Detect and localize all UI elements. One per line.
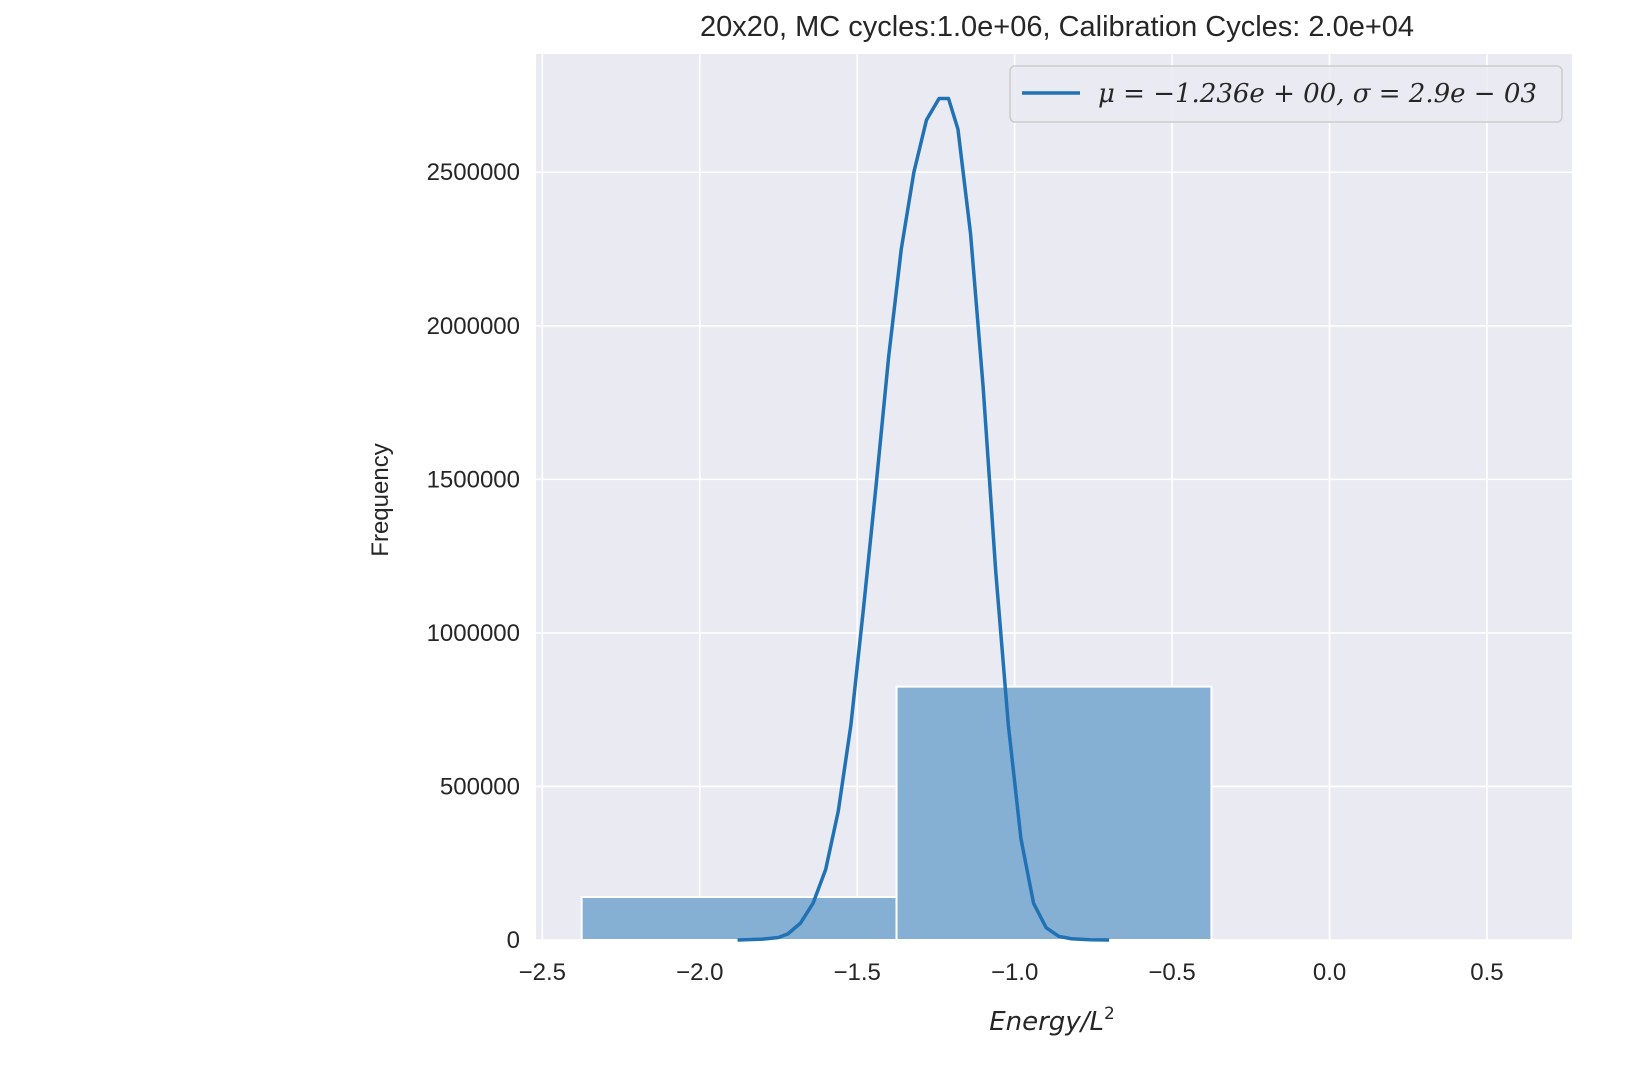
x-axis-ticks: −2.5 −2.0 −1.5 −1.0 −0.5 0.0 0.5 (519, 959, 1504, 986)
x-tick-label: −1.0 (991, 959, 1038, 986)
x-tick-label: −0.5 (1148, 959, 1195, 986)
histogram-bars (580, 685, 1213, 941)
x-tick-label: −2.0 (676, 959, 723, 986)
legend: μ = −1.236e + 00, σ = 2.9e − 03 (1009, 65, 1563, 123)
y-tick-label: 1000000 (427, 620, 520, 647)
legend-label: μ = −1.236e + 00, σ = 2.9e − 03 (1098, 79, 1537, 109)
y-tick-label: 2500000 (427, 159, 520, 186)
kde-curve (737, 96, 1110, 942)
chart-title: 20x20, MC cycles:1.0e+06, Calibration Cy… (700, 11, 1414, 43)
histogram-bar (580, 896, 898, 941)
x-tick-label: −1.5 (833, 959, 880, 986)
y-tick-label: 0 (507, 927, 520, 954)
y-axis-label: Frequency (367, 443, 394, 556)
x-axis-label: Energy/L2 (989, 1004, 1115, 1037)
y-tick-label: 2000000 (427, 313, 520, 340)
x-axis-label-base: Energy/L (989, 1007, 1104, 1037)
x-axis-label-exponent: 2 (1104, 1004, 1115, 1024)
y-tick-label: 1500000 (427, 466, 520, 493)
y-tick-label: 500000 (440, 773, 520, 800)
y-axis-ticks: 0 500000 1000000 1500000 2000000 2500000 (427, 159, 520, 954)
legend-box (1009, 65, 1563, 123)
x-tick-label: 0.5 (1470, 959, 1503, 986)
histogram-bar (895, 685, 1213, 941)
x-tick-label: −2.5 (519, 959, 566, 986)
x-tick-label: 0.0 (1313, 959, 1346, 986)
